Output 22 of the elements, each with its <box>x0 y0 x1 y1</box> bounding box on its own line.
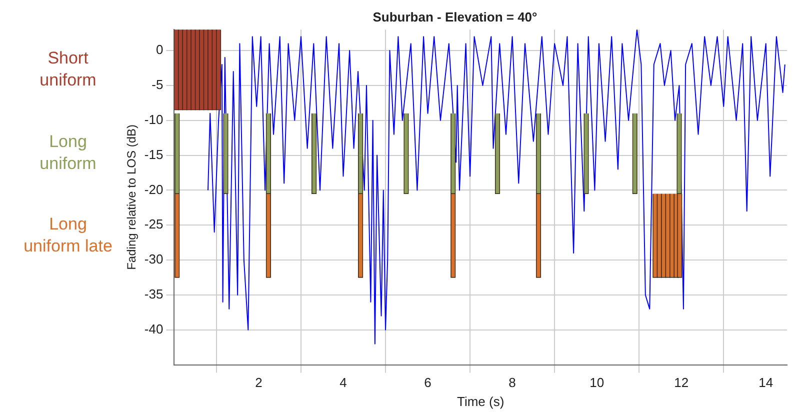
chart-title: Suburban - Elevation = 40° <box>372 9 538 24</box>
y-axis-title: Fading relative to LOS (dB) <box>124 124 139 270</box>
x-tick-label: 8 <box>508 375 516 390</box>
y-tick-label: 0 <box>156 42 164 58</box>
y-tick-label: -10 <box>144 112 164 127</box>
x-tick-label: 2 <box>255 375 262 390</box>
x-tick-label: 4 <box>340 375 347 390</box>
y-tick-label: -5 <box>152 77 164 92</box>
y-tick-label: -25 <box>144 216 164 232</box>
y-tick-label: -40 <box>144 321 164 336</box>
x-tick-label: 10 <box>590 375 604 390</box>
text: Short uniform <box>40 48 96 90</box>
y-tick-label: -35 <box>144 286 164 302</box>
text: Long uniform <box>40 132 96 174</box>
x-tick-label: 6 <box>424 375 432 390</box>
text: Long uniform late <box>24 214 112 256</box>
x-tick-label: 14 <box>758 375 774 390</box>
x-tick-label: 12 <box>674 375 689 390</box>
y-tick-label: -15 <box>144 146 164 162</box>
y-tick-label: -30 <box>144 252 164 267</box>
x-axis-title: Time (s) <box>457 394 504 409</box>
y-tick-label: -20 <box>144 182 164 197</box>
